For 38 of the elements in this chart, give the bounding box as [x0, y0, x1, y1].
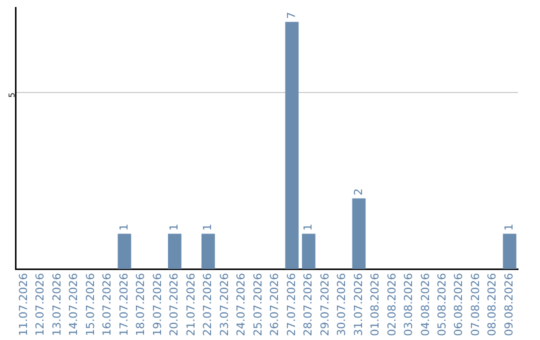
- x-tick-label: 29.07.2026: [318, 273, 332, 336]
- x-tick-label: 08.08.2026: [486, 273, 499, 336]
- x-tick-label: 09.08.2026: [502, 273, 516, 336]
- x-tick-label: 06.08.2026: [452, 273, 466, 336]
- data-label: 1: [117, 224, 130, 231]
- x-tick-label: 20.07.2026: [168, 273, 181, 336]
- x-tick-label: 25.07.2026: [251, 273, 264, 336]
- x-tick-label: 07.08.2026: [468, 273, 482, 336]
- x-tick-label: 22.07.2026: [201, 273, 214, 336]
- x-tick-label: 23.07.2026: [218, 273, 231, 336]
- x-tick-label: 05.08.2026: [436, 273, 448, 336]
- data-label: 2: [352, 188, 365, 196]
- x-tick-label: 31.07.2026: [352, 273, 365, 336]
- data-label: 1: [201, 224, 214, 231]
- x-tick-label: 11.07.2026: [16, 273, 30, 336]
- data-label: 7: [284, 12, 298, 19]
- x-tick-label: 24.07.2026: [234, 273, 248, 336]
- x-tick-label: 15.07.2026: [84, 273, 97, 336]
- x-tick-label: 14.07.2026: [67, 273, 80, 336]
- data-label: 1: [168, 224, 181, 231]
- y-tick-label: 5: [8, 92, 17, 98]
- data-label: 1: [302, 224, 315, 231]
- x-tick-label: 28.07.2026: [302, 273, 315, 336]
- x-tick-label: 30.07.2026: [335, 273, 348, 336]
- x-tick-label: 04.08.2026: [418, 273, 432, 336]
- data-label: 1: [502, 224, 516, 231]
- x-tick-label: 17.07.2026: [117, 273, 130, 336]
- x-tick-label: 03.08.2026: [402, 273, 416, 336]
- x-tick-label: 12.07.2026: [34, 273, 47, 336]
- x-tick-label: 19.07.2026: [150, 273, 164, 336]
- x-tick-label: 01.08.2026: [368, 273, 382, 336]
- x-tick-label: 18.07.2026: [134, 273, 148, 336]
- x-tick-label: 26.07.2026: [268, 273, 282, 336]
- x-tick-label: 13.07.2026: [50, 273, 64, 336]
- x-tick-label: 02.08.2026: [385, 273, 398, 336]
- x-tick-label: 21.07.2026: [184, 273, 198, 336]
- x-tick-label: 27.07.2026: [284, 273, 298, 336]
- x-tick-label: 16.07.2026: [100, 273, 114, 336]
